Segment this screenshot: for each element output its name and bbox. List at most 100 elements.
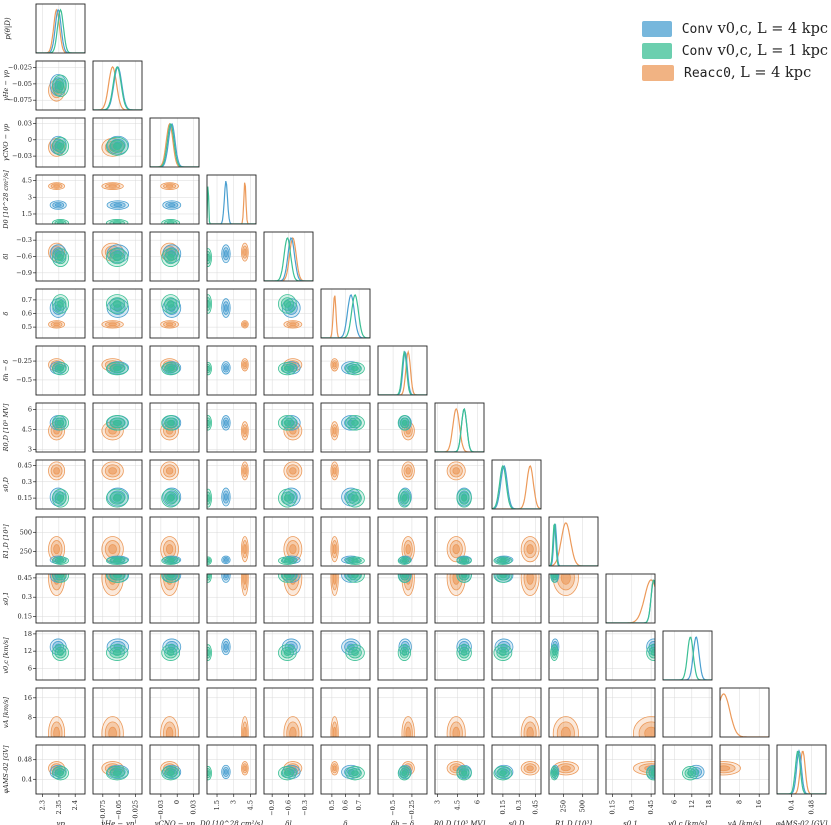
panel-frame [35,402,86,453]
x-tick-label: 0.3 [515,800,523,810]
contour [401,558,408,563]
panel-frame [434,573,485,624]
panel-frame [35,117,86,168]
marginal-curve [435,407,484,452]
panel-frame [35,174,86,225]
panel-frame [320,288,371,339]
contour [720,761,741,776]
contour [526,765,534,772]
marginal-curve [207,182,256,224]
contour [401,770,408,777]
marginal-curve [492,465,541,509]
contour [165,544,174,555]
x-axis-label: φAMS-02 [GV] [776,820,828,825]
y-tick-label: 8 [28,713,32,721]
panel [434,516,485,567]
y-tick-label: 0.7 [22,296,32,304]
contour [57,419,64,426]
contour [167,365,175,372]
panel-frame [206,687,257,738]
panel-frame [377,345,428,396]
panel: p(θ|D) [4,3,86,54]
panel-frame [35,459,86,510]
panel-frame [434,630,485,681]
panel-frame [206,231,257,282]
contour [167,253,175,262]
contour [241,574,249,596]
panel [377,459,428,510]
panel-frame [377,459,428,510]
y-tick-label: 0.3 [22,478,32,486]
x-axis-label: δl [285,820,291,825]
x-tick-label: 4.5 [454,800,462,810]
x-tick-label: 2.4 [71,800,79,810]
x-axis-label: R0,D [10³ MV] [433,820,486,825]
panel-frame [263,288,314,339]
x-axis-label: vA [km/s] [728,820,762,825]
contour [446,716,466,737]
marginal-curve [378,350,427,395]
panel-frame [320,687,371,738]
x-tick-label: 0.48 [807,800,815,814]
panel [320,573,371,624]
x-tick-label: 6 [473,800,481,804]
contour [351,649,359,656]
contour [289,544,297,555]
contour [207,300,210,308]
contour [241,716,249,737]
panel: 8 16 vA [km/s] [719,744,770,825]
panel [662,630,713,681]
panel-frame [206,459,257,510]
panel-frame [35,3,86,54]
x-tick-label: 0.15 [608,800,616,814]
panel-frame [149,687,200,738]
contour [552,770,557,777]
contour [243,362,247,368]
x-tick-label: 0.03 [190,800,198,814]
panel-frame [149,402,200,453]
panel [434,687,485,738]
panel-frame [35,687,86,738]
contour [167,221,175,224]
y-tick-label: 250 [20,547,32,555]
panel-frame [605,687,656,738]
panel [92,630,143,681]
contour [57,142,64,150]
panel-frame [92,231,143,282]
y-tick-label: −0.075 [8,96,32,104]
contour [351,365,359,372]
panel [149,573,200,624]
contour [283,300,292,308]
panel-frame [149,345,200,396]
contour [112,494,122,502]
marginal-curve [492,465,541,509]
panel-frame [491,573,542,624]
panel: 250 500 R1,D [10³] [2,516,86,567]
contour [243,726,247,737]
marginal-curve [93,65,142,110]
y-tick-label: 0.48 [18,756,32,764]
y-tick-label: 18 [24,630,32,638]
y-tick-label: 0.45 [18,574,32,582]
panel: 3 4.5 6 R0,D [10³ MV] [433,744,486,825]
panel [206,459,257,510]
panel-frame [776,744,827,795]
panel-frame [320,630,371,681]
contour [223,769,228,775]
panel [206,630,257,681]
panel [548,516,599,567]
y-tick-label: 0 [28,136,32,144]
contour [243,765,247,772]
panel: 0.15 0.3 0.45 s0,1 [2,573,86,624]
marginal-curve [663,636,712,680]
contour [283,419,292,426]
x-tick-label: 4.5 [246,800,254,810]
marginal-curve [264,237,313,281]
panel-frame [92,60,143,111]
panel: −0.9 −0.6 −0.3 δl [263,744,314,825]
panel-frame [35,573,86,624]
marginal-curve [150,123,199,167]
contour [552,574,557,579]
panel-frame [719,744,770,795]
panel-frame [149,573,200,624]
